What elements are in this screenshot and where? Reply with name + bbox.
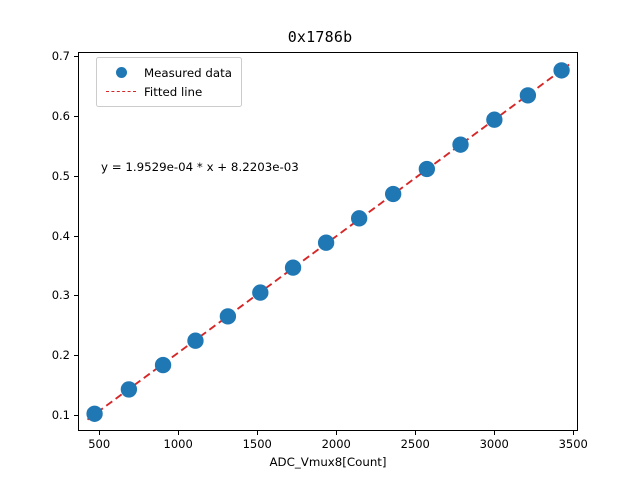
data-point: [519, 87, 537, 104]
y-axis-tick-label: 0.3: [51, 288, 70, 303]
measured-data-series: [86, 62, 570, 422]
legend-label: Measured data: [144, 65, 232, 80]
legend-item-fitted-line: Fitted line: [104, 82, 232, 101]
data-point: [86, 405, 103, 422]
dashed-line-marker-icon: [104, 91, 138, 92]
plot-axes-frame: [78, 52, 578, 431]
y-axis-tick-label: 0.6: [51, 109, 70, 124]
y-axis-tick: [74, 116, 78, 118]
x-axis-tick: [415, 431, 417, 435]
data-point: [553, 62, 570, 79]
x-axis-tick: [573, 431, 575, 435]
data-point: [252, 284, 269, 301]
x-axis-tick-label: 1500: [242, 437, 272, 451]
x-axis-label: ADC_Vmux8[Count]: [269, 455, 387, 469]
dot-marker-icon: [104, 67, 138, 78]
y-axis-tick-label: 0.1: [51, 407, 70, 422]
data-point: [384, 185, 402, 203]
y-axis-tick-label: 0.7: [51, 49, 70, 64]
chart-title: 0x1786b: [287, 28, 353, 46]
y-axis-tick: [74, 175, 78, 177]
x-axis-tick: [336, 431, 338, 435]
y-axis-tick-label: 0.4: [51, 228, 70, 243]
x-axis-tick-label: 3500: [558, 437, 588, 451]
x-axis-tick: [178, 431, 180, 435]
x-axis-tick: [99, 431, 101, 435]
x-axis-tick-label: 2500: [400, 437, 430, 451]
data-point: [219, 308, 237, 325]
chart-legend: Measured data Fitted line: [96, 57, 242, 107]
data-point: [187, 332, 204, 349]
data-point: [350, 210, 368, 227]
y-axis-tick: [74, 235, 78, 237]
data-point: [120, 381, 138, 398]
y-axis-tick: [74, 56, 78, 58]
data-point: [418, 160, 436, 178]
x-axis-tick: [257, 431, 259, 435]
data-point: [486, 111, 503, 128]
x-axis-tick-label: 500: [88, 437, 111, 451]
y-axis-tick-label: 0.2: [51, 347, 70, 362]
x-axis-tick-label: 3000: [479, 437, 509, 451]
y-axis-tick: [74, 414, 78, 416]
y-axis-tick: [74, 354, 78, 357]
x-axis-tick-label: 1000: [163, 437, 193, 451]
legend-item-measured-data: Measured data: [104, 63, 232, 82]
x-axis-tick: [494, 431, 496, 435]
fit-equation-annotation: y = 1.9529e-04 * x + 8.2203e-03: [101, 160, 299, 174]
data-point: [317, 234, 335, 251]
data-point: [154, 356, 172, 374]
x-axis-tick-label: 2000: [321, 437, 351, 451]
data-point: [452, 136, 469, 153]
data-point: [284, 259, 302, 276]
y-axis-tick: [74, 295, 78, 297]
y-axis-tick-label: 0.5: [51, 168, 70, 183]
legend-label: Fitted line: [144, 84, 203, 99]
plot-area: [86, 62, 570, 422]
